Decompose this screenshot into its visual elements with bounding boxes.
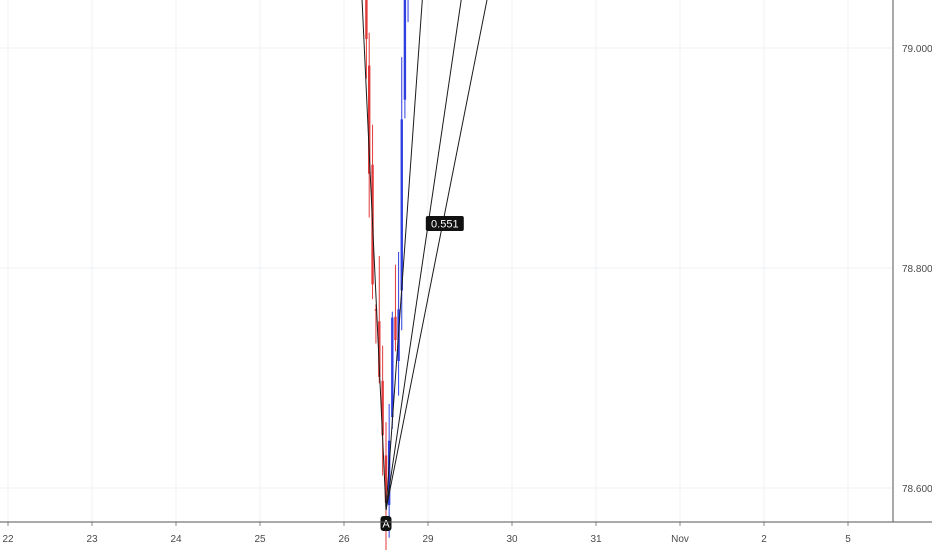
x-tick-label: 5 — [845, 534, 851, 545]
y-tick-label: 78.600 — [902, 484, 932, 495]
candle-body — [374, 309, 378, 311]
y-tick-label: 78.800 — [902, 264, 932, 275]
candle-body — [387, 440, 391, 505]
x-tick-label: 31 — [590, 534, 602, 545]
harmonic-pattern: XABCD0.9660.5511.6192.227 — [361, 0, 488, 531]
point-badge — [380, 516, 392, 531]
pattern-line — [385, 0, 488, 511]
candle-body — [365, 0, 368, 39]
x-axis: 22 23 24 25 26 29 30 31 Nov 2 5 — [0, 521, 932, 545]
x-tick-label: 2 — [761, 534, 767, 545]
candle-body — [384, 455, 388, 503]
y-axis: 78.60078.80079.00079.20079.40079.60079.8… — [892, 0, 932, 522]
candle-body — [381, 380, 384, 436]
x-tick-label: 30 — [506, 534, 518, 545]
x-tick-label: Nov — [671, 534, 689, 545]
candle-body — [394, 316, 397, 341]
x-tick-label: 24 — [170, 534, 182, 545]
pattern-line — [361, 0, 387, 511]
point-label: A — [382, 519, 390, 531]
x-tick-label: 29 — [422, 534, 434, 545]
ratio-label: 0.551 — [431, 219, 459, 231]
candle-body — [368, 65, 371, 174]
candle-body — [400, 119, 403, 291]
candle-body — [378, 321, 381, 377]
x-tick-label: 26 — [338, 534, 350, 545]
candles — [365, 0, 409, 550]
pattern-line — [385, 0, 462, 511]
candle-body — [391, 317, 394, 418]
candle-body — [403, 0, 407, 100]
y-tick-label: 79.000 — [902, 44, 932, 55]
ratio-badge — [425, 216, 464, 231]
grid — [0, 0, 893, 522]
x-tick-label: 23 — [86, 534, 98, 545]
x-tick-label: 22 — [2, 534, 14, 545]
pattern-line — [385, 0, 423, 511]
x-tick-label: 25 — [254, 534, 266, 545]
